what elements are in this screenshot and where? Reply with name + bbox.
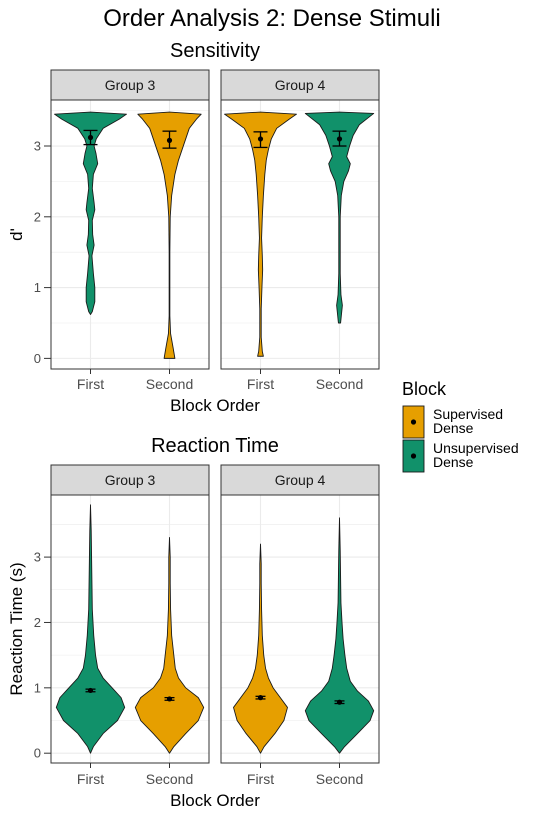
y-tick-label: 1 bbox=[34, 680, 41, 695]
legend-key-point bbox=[410, 453, 417, 459]
violin-second bbox=[137, 111, 202, 359]
violin-first bbox=[55, 504, 126, 754]
y-tick-label: 0 bbox=[34, 351, 41, 366]
violin-second bbox=[304, 111, 375, 324]
mean-point bbox=[336, 699, 343, 705]
facet-group-4: Group 4 First Second bbox=[220, 69, 380, 392]
y-tick-label: 1 bbox=[34, 280, 41, 295]
legend-label-line1: Unsupervised bbox=[433, 440, 519, 456]
mean-point bbox=[166, 137, 173, 143]
mean-point bbox=[166, 696, 173, 702]
x-axis-label: Block Order bbox=[170, 396, 260, 415]
chart-title: Sensitivity bbox=[170, 40, 260, 62]
legend-label-line2: Dense bbox=[433, 420, 474, 436]
violin-second bbox=[134, 537, 205, 754]
facet-label: Group 3 bbox=[105, 472, 156, 488]
figure-title: Order Analysis 2: Dense Stimuli bbox=[103, 5, 440, 32]
facet-label: Group 4 bbox=[275, 77, 326, 93]
chart-reaction-time: Reaction Time Block Order Reaction Time (s… bbox=[7, 435, 380, 810]
mean-point bbox=[87, 134, 94, 141]
mean-point bbox=[257, 695, 264, 701]
facet-label: Group 4 bbox=[275, 472, 326, 488]
y-axis-label: Reaction Time (s) bbox=[7, 562, 26, 695]
x-tick-label: Second bbox=[316, 376, 363, 392]
y-tick-label: 3 bbox=[34, 139, 41, 154]
facet-label: Group 3 bbox=[105, 77, 156, 93]
y-axis-label: d' bbox=[7, 228, 26, 241]
x-tick-label: Second bbox=[146, 376, 193, 392]
x-axis-label: Block Order bbox=[170, 791, 260, 810]
y-tick-label: 3 bbox=[34, 550, 41, 565]
y-tick-label: 2 bbox=[34, 615, 41, 630]
y-tick-label: 0 bbox=[34, 746, 41, 761]
facet-group-4: Group 4 First Second bbox=[220, 464, 380, 787]
charts: Sensitivity Block Order d' 0 1 2 3 Group 3 First… bbox=[7, 40, 380, 810]
mean-point bbox=[336, 136, 343, 142]
x-tick-label: Second bbox=[146, 771, 193, 787]
legend-label-line2: Dense bbox=[433, 454, 474, 470]
x-tick-label: First bbox=[247, 376, 274, 392]
facet-strip bbox=[220, 69, 380, 101]
chart-title: Reaction Time bbox=[151, 435, 279, 457]
facet-strip bbox=[50, 464, 210, 496]
facet-group-3: Group 3 First Second bbox=[50, 464, 210, 787]
legend-label-line1: Supervised bbox=[433, 406, 503, 422]
mean-point bbox=[257, 136, 264, 142]
x-tick-label: First bbox=[77, 771, 104, 787]
x-tick-label: First bbox=[77, 376, 104, 392]
x-tick-label: Second bbox=[316, 771, 363, 787]
chart-sensitivity: Sensitivity Block Order d' 0 1 2 3 Group 3 First… bbox=[7, 40, 380, 415]
panel-border bbox=[220, 99, 380, 370]
facet-strip bbox=[50, 69, 210, 101]
violin-first bbox=[54, 111, 127, 315]
violin-first bbox=[233, 543, 288, 754]
x-tick-label: First bbox=[247, 771, 274, 787]
facet-group-3: Group 3 First Second bbox=[50, 69, 210, 392]
violin-first bbox=[224, 111, 297, 357]
y-tick-label: 2 bbox=[34, 209, 41, 224]
facet-strip bbox=[220, 464, 380, 496]
legend-key-point bbox=[410, 419, 417, 425]
legend-title: Block bbox=[402, 379, 447, 399]
mean-point bbox=[87, 687, 94, 694]
violin-second bbox=[304, 517, 375, 754]
